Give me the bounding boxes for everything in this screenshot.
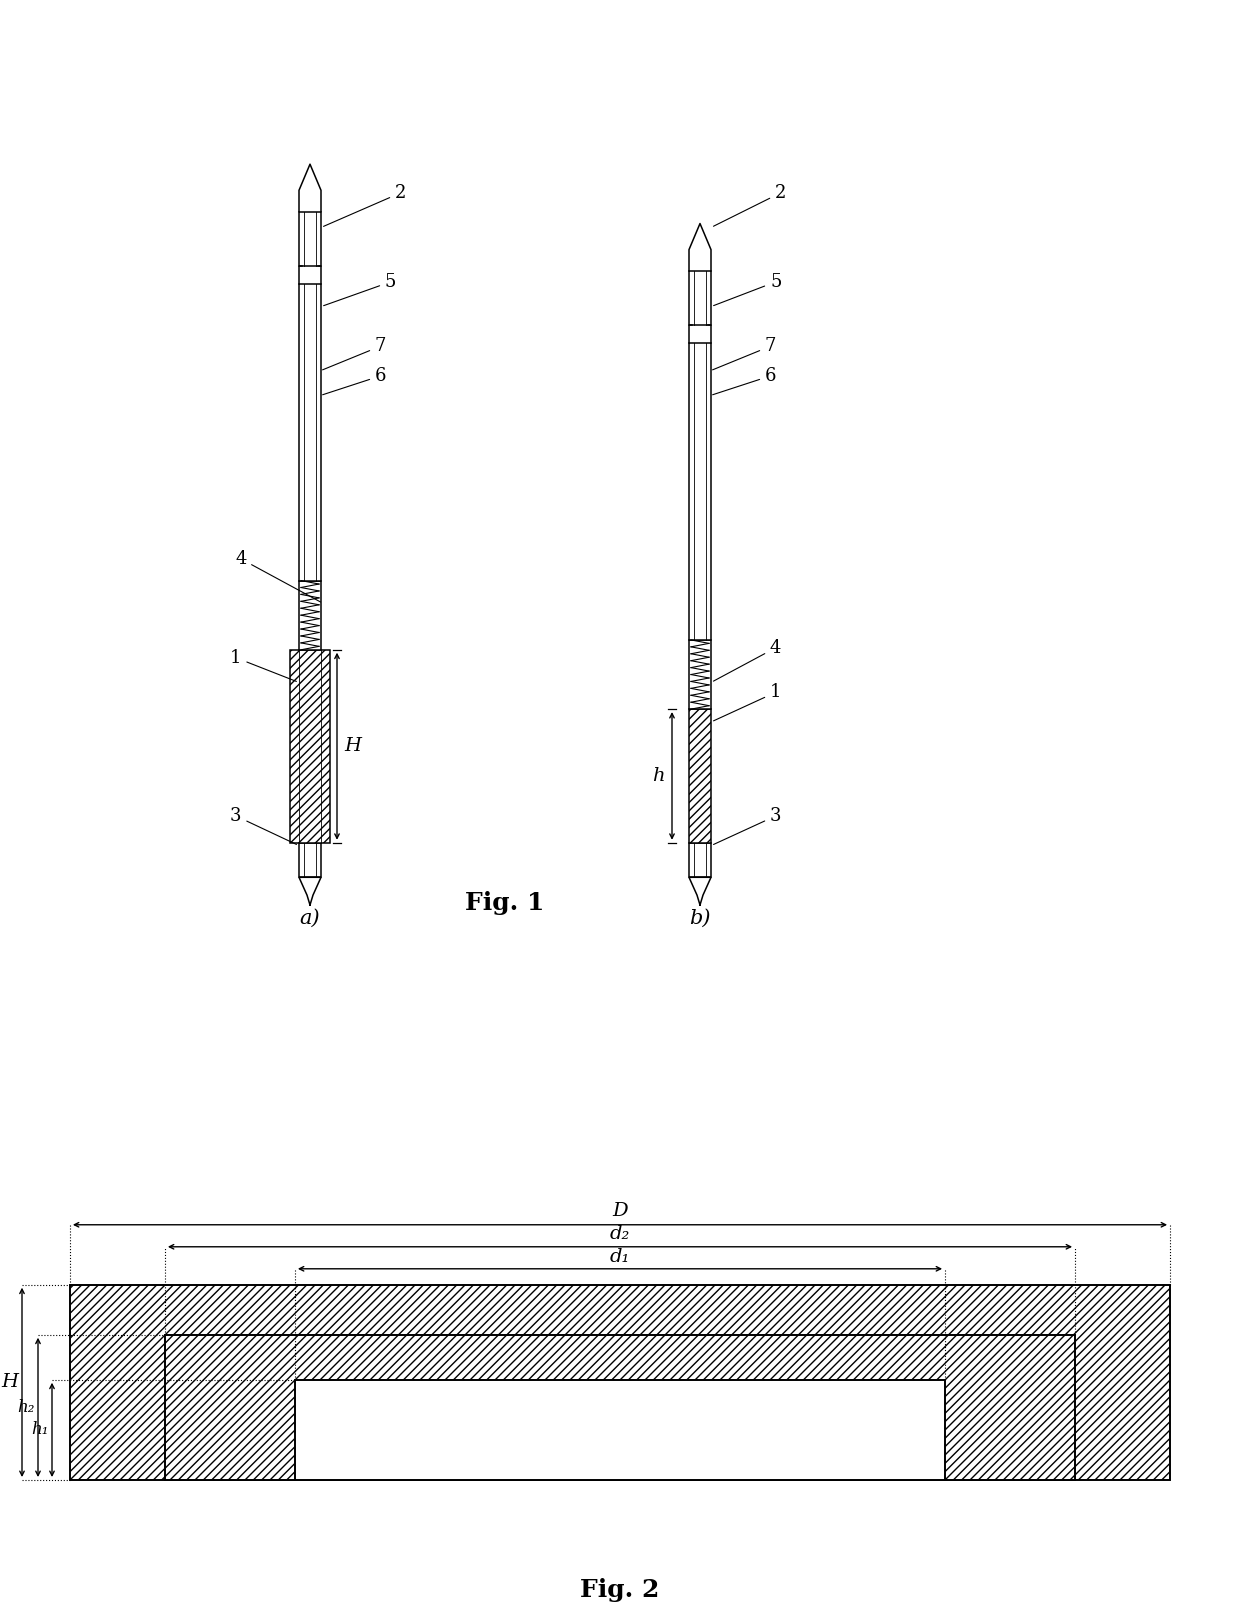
Text: 4: 4 (236, 549, 321, 603)
Text: Fig. 1: Fig. 1 (465, 891, 544, 915)
Text: 6: 6 (713, 366, 776, 395)
Text: 5: 5 (324, 272, 397, 306)
Text: d₂: d₂ (610, 1225, 630, 1243)
Bar (689, 271, 711, 326)
Bar (290, 650, 330, 842)
Bar (299, 212, 321, 266)
Bar (689, 842, 711, 878)
Bar (299, 580, 321, 650)
Text: 1: 1 (229, 648, 296, 682)
Text: D: D (613, 1202, 627, 1220)
Bar (299, 284, 321, 580)
Text: 6: 6 (322, 366, 387, 395)
Text: 7: 7 (322, 337, 387, 369)
Bar (689, 710, 711, 842)
Bar (165, 1335, 1075, 1481)
Bar (689, 640, 711, 710)
Text: 2: 2 (713, 183, 786, 227)
Text: h₁: h₁ (32, 1421, 50, 1439)
Text: a): a) (300, 909, 320, 928)
Bar (689, 343, 711, 640)
Text: h: h (652, 766, 665, 786)
Text: b): b) (689, 909, 711, 928)
Text: H: H (1, 1374, 19, 1392)
Text: 1: 1 (713, 684, 781, 721)
Text: 3: 3 (229, 807, 296, 844)
Text: d₁: d₁ (610, 1247, 630, 1265)
Text: 4: 4 (713, 638, 781, 680)
Bar (295, 1380, 945, 1481)
Bar (299, 842, 321, 878)
Text: H: H (343, 737, 361, 755)
Text: 3: 3 (713, 807, 781, 844)
Text: 5: 5 (713, 272, 781, 306)
Bar (69, 1285, 1171, 1481)
Text: Fig. 2: Fig. 2 (580, 1578, 660, 1602)
Text: h₂: h₂ (17, 1400, 35, 1416)
Text: 7: 7 (713, 337, 776, 369)
Text: 2: 2 (324, 183, 407, 227)
